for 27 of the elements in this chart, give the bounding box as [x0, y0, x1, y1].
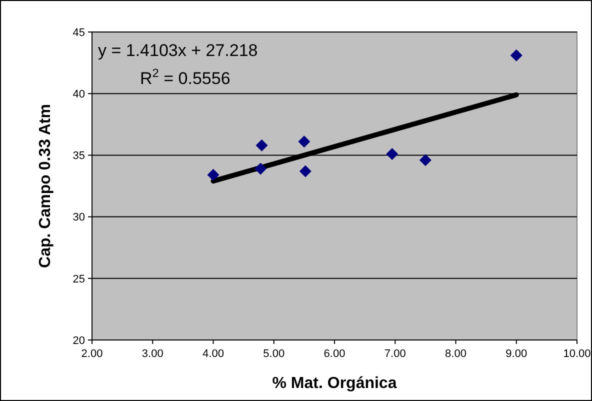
point — [256, 139, 268, 152]
y-tick-label: 40 — [72, 88, 85, 100]
y-tick-label: 45 — [72, 26, 85, 39]
point — [510, 49, 522, 62]
point — [254, 162, 267, 175]
point — [299, 165, 312, 178]
y-tick-label: 20 — [72, 334, 85, 347]
x-tick-label: 8.00 — [445, 348, 466, 360]
x-tick-label: 9.00 — [506, 348, 528, 360]
x-tick-label: 10.00 — [563, 348, 591, 360]
x-tick-label: 5.00 — [263, 348, 285, 360]
x-tick-label: 2.00 — [81, 348, 103, 360]
y-axis-title: Cap. Campo 0.33 Atm — [37, 104, 54, 268]
point — [298, 136, 310, 148]
point — [386, 148, 398, 160]
annotation: R$^{2}$ = 0.5556 — [140, 66, 230, 88]
x-tick-label: 4.00 — [202, 348, 224, 360]
x-tick-label: 7.00 — [384, 348, 406, 360]
x-tick-label: 6.00 — [324, 348, 346, 360]
x-axis-title: % Mat. Orgánica — [272, 375, 397, 392]
point — [207, 168, 220, 181]
y-tick-label: 25 — [72, 273, 85, 286]
y-tick-label: 35 — [72, 150, 85, 162]
annotation: y = 1.4103x + 27.218 — [98, 41, 258, 60]
x-tick-label: 3.00 — [142, 348, 164, 360]
point — [419, 154, 432, 166]
y-tick-label: 30 — [72, 212, 85, 224]
